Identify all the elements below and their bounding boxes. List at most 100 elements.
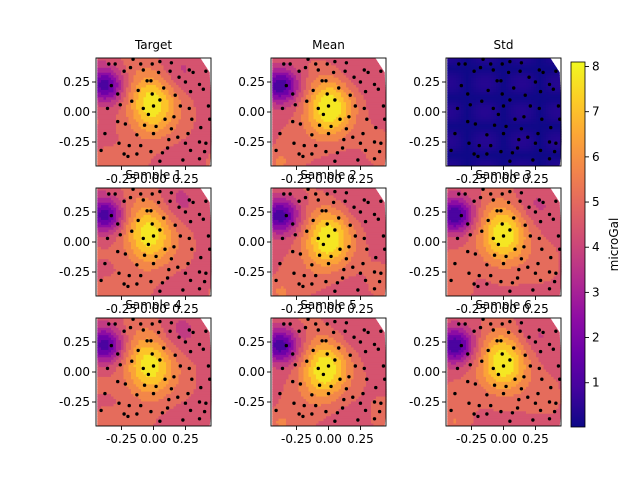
station-marker: [361, 391, 365, 396]
station-marker: [491, 366, 495, 371]
y-tick-label: 0.25: [238, 205, 265, 219]
station-marker: [183, 271, 188, 275]
station-marker: [351, 135, 355, 139]
station-marker: [457, 62, 461, 66]
station-marker: [326, 364, 331, 368]
station-marker: [105, 236, 110, 241]
station-marker: [379, 329, 383, 333]
station-marker: [504, 124, 508, 129]
station-marker: [310, 133, 314, 137]
x-tick-label: 0.00: [490, 172, 517, 186]
station-marker: [317, 253, 322, 257]
station-marker: [372, 400, 377, 404]
station-marker: [513, 377, 517, 381]
station-marker: [491, 68, 495, 72]
station-marker: [282, 62, 286, 66]
x-tick-label: -0.25: [456, 172, 487, 186]
station-marker: [123, 122, 128, 126]
station-marker: [500, 192, 504, 196]
station-marker: [344, 387, 349, 391]
station-marker: [533, 210, 538, 214]
station-marker: [169, 127, 174, 131]
station-marker: [122, 412, 126, 416]
station-marker: [278, 131, 282, 136]
station-marker: [519, 387, 524, 391]
station-marker: [476, 154, 480, 159]
station-marker: [547, 140, 552, 144]
x-tick-label: -0.25: [281, 172, 312, 186]
station-marker: [99, 408, 103, 413]
station-marker: [156, 70, 161, 75]
colorbar-tick-label: 4: [592, 240, 600, 254]
station-marker: [491, 236, 495, 241]
station-marker: [274, 278, 278, 283]
station-marker: [485, 133, 489, 137]
station-marker: [506, 330, 511, 335]
contour-field: [272, 318, 387, 426]
station-marker: [495, 209, 499, 213]
station-marker: [292, 141, 296, 145]
station-marker: [363, 278, 368, 283]
station-marker: [280, 236, 285, 241]
station-marker: [549, 125, 553, 130]
station-marker: [141, 68, 145, 72]
station-marker: [187, 198, 191, 202]
station-marker: [365, 117, 369, 121]
station-marker: [377, 279, 382, 284]
station-marker: [297, 329, 301, 333]
station-marker: [533, 340, 538, 344]
station-marker: [492, 123, 497, 127]
x-tick-label: 0.25: [522, 302, 549, 316]
station-marker: [556, 234, 561, 238]
station-marker: [492, 383, 497, 387]
station-marker: [519, 321, 524, 325]
station-marker: [145, 339, 149, 343]
station-marker: [372, 417, 377, 421]
station-marker: [467, 271, 471, 275]
station-marker: [344, 127, 349, 131]
station-marker: [149, 339, 153, 343]
station-marker: [160, 281, 165, 285]
station-marker: [130, 359, 134, 363]
station-marker: [324, 149, 328, 154]
station-marker: [278, 261, 282, 266]
station-marker: [151, 364, 156, 368]
station-marker: [363, 408, 368, 413]
station-marker: [130, 229, 134, 233]
station-marker: [177, 335, 181, 339]
y-tick-label: 0.00: [238, 235, 265, 249]
station-marker: [510, 151, 515, 155]
station-marker: [183, 401, 188, 405]
station-marker: [538, 219, 543, 224]
x-tick-label: 0.00: [490, 432, 517, 446]
station-marker: [191, 70, 195, 75]
station-marker: [116, 119, 120, 124]
station-marker: [186, 391, 190, 396]
station-marker: [168, 329, 172, 333]
station-marker: [489, 273, 493, 278]
station-marker: [508, 59, 512, 64]
station-marker: [459, 343, 464, 348]
station-marker: [485, 393, 489, 397]
station-marker: [376, 347, 381, 351]
colorbar-tick-label: 8: [592, 60, 600, 74]
station-marker: [453, 261, 457, 266]
station-marker: [122, 282, 126, 286]
station-marker: [554, 199, 558, 203]
station-marker: [333, 289, 337, 293]
station-marker: [145, 79, 149, 83]
station-marker: [197, 270, 202, 274]
station-marker: [168, 69, 172, 73]
station-marker: [366, 200, 370, 205]
station-marker: [291, 222, 295, 226]
station-marker: [527, 335, 531, 339]
station-marker: [126, 284, 130, 289]
station-marker: [325, 352, 329, 356]
station-marker: [347, 375, 351, 379]
station-marker: [522, 375, 526, 379]
x-tick-label: 0.00: [315, 172, 342, 186]
station-marker: [449, 278, 453, 283]
station-marker: [455, 106, 460, 111]
station-marker: [293, 233, 297, 237]
